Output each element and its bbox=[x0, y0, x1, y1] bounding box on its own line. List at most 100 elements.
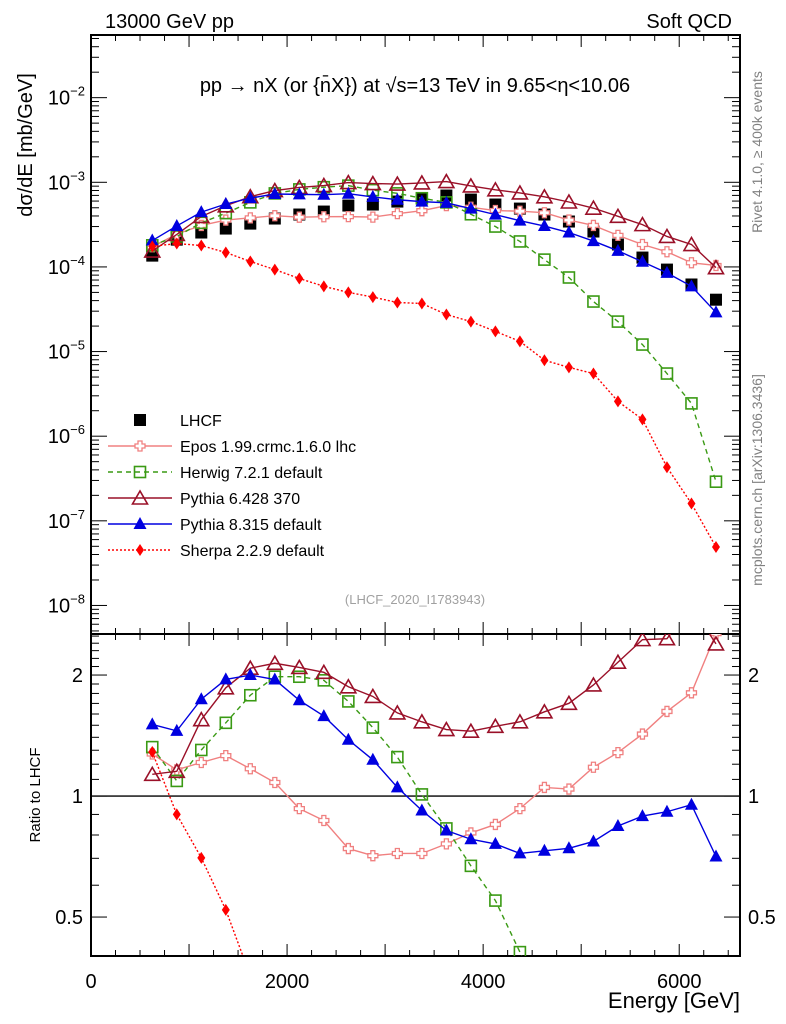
data-point-epos bbox=[636, 238, 649, 251]
ratio-point-pythia6 bbox=[290, 658, 309, 675]
data-point-pythia8 bbox=[317, 187, 331, 200]
ratio-point-sherpa bbox=[221, 903, 230, 916]
data-point-sherpa bbox=[172, 237, 181, 250]
ratio-point-pythia8 bbox=[562, 841, 576, 854]
data-point-pythia8 bbox=[219, 196, 233, 209]
legend-label: Pythia 6.428 370 bbox=[180, 491, 300, 508]
legend-item-4: Pythia 8.315 default bbox=[108, 517, 322, 534]
ratio-point-pythia6 bbox=[560, 694, 578, 711]
data-point-pythia8 bbox=[635, 254, 649, 267]
data-point-pythia6 bbox=[633, 216, 652, 232]
data-point-pythia8 bbox=[513, 213, 527, 226]
ratio-y-tick-label-right: 0.5 bbox=[748, 907, 776, 929]
ratio-point-pythia6 bbox=[388, 704, 407, 720]
data-point-pythia8 bbox=[341, 186, 355, 199]
data-point-sherpa bbox=[589, 367, 598, 380]
ratio-point-pythia8 bbox=[170, 723, 184, 736]
header-left: 13000 GeV pp bbox=[105, 11, 234, 33]
ratio-point-herwig bbox=[391, 750, 404, 764]
data-point-pythia6 bbox=[437, 172, 456, 189]
data-point-sherpa bbox=[466, 315, 475, 328]
ratio-point-pythia8 bbox=[243, 668, 257, 681]
data-point-epos bbox=[244, 212, 256, 224]
ratio-point-epos bbox=[612, 746, 624, 759]
ratio-point-pythia8 bbox=[268, 672, 282, 685]
ratio-point-epos bbox=[342, 842, 354, 855]
ratio-point-herwig bbox=[513, 945, 527, 956]
data-point-sherpa bbox=[515, 335, 524, 348]
data-point-pythia6 bbox=[584, 199, 603, 215]
data-point-pythia6 bbox=[682, 235, 701, 252]
ratio-point-pythia6 bbox=[511, 713, 529, 729]
legend-item-5: Sherpa 2.2.9 default bbox=[108, 543, 325, 560]
data-point-herwig bbox=[709, 475, 723, 488]
ratio-point-pythia6 bbox=[167, 762, 186, 779]
data-point-pythia8 bbox=[292, 187, 306, 200]
legend-marker bbox=[133, 517, 147, 529]
legend-label: Epos 1.99.crmc.1.6.0 lhc bbox=[180, 439, 356, 456]
ratio-point-herwig bbox=[219, 716, 233, 730]
legend-label: Herwig 7.2.1 default bbox=[180, 465, 323, 482]
ratio-point-sherpa bbox=[197, 851, 206, 864]
ratio-y-tick-label: 0.5 bbox=[55, 907, 83, 929]
ratio-point-pythia8 bbox=[611, 818, 625, 831]
y-tick-label: 10−3 bbox=[48, 168, 85, 194]
ratio-series-pythia6 bbox=[143, 634, 725, 782]
data-point-epos bbox=[269, 210, 281, 222]
side-label-mcplots: mcplots.cern.ch [arXiv:1306.3436] bbox=[749, 374, 765, 586]
ratio-line-epos bbox=[151, 634, 717, 857]
legend-marker bbox=[131, 489, 149, 505]
data-point-lhcf bbox=[464, 193, 477, 206]
data-point-epos bbox=[342, 210, 354, 223]
ratio-point-pythia8 bbox=[684, 797, 698, 810]
ratio-point-pythia6 bbox=[265, 654, 284, 671]
data-point-sherpa bbox=[711, 541, 720, 554]
ratio-y-tick-label: 1 bbox=[72, 786, 83, 808]
ratio-series-sherpa bbox=[148, 746, 254, 982]
ratio-point-epos bbox=[636, 728, 649, 740]
ratio-point-herwig bbox=[170, 774, 184, 788]
y-tick-label: 10−6 bbox=[48, 422, 85, 448]
data-point-sherpa bbox=[246, 255, 255, 268]
ratio-y-tick-label-right: 2 bbox=[748, 665, 759, 687]
ratio-line-pythia8 bbox=[152, 674, 717, 857]
ratio-point-herwig bbox=[539, 1005, 550, 1016]
ratio-series-pythia8 bbox=[145, 668, 723, 862]
ratio-point-sherpa bbox=[246, 970, 254, 982]
data-point-lhcf bbox=[489, 198, 502, 211]
data-point-lhcf bbox=[440, 189, 453, 202]
x-tick-label: 2000 bbox=[265, 971, 310, 993]
x-axis-label: Energy [GeV] bbox=[608, 988, 740, 1013]
data-point-pythia8 bbox=[268, 187, 282, 200]
ratio-point-pythia6 bbox=[609, 653, 627, 670]
ratio-point-epos bbox=[440, 838, 453, 850]
data-point-pythia6 bbox=[412, 174, 431, 190]
data-point-pythia8 bbox=[243, 191, 257, 204]
ratio-point-epos bbox=[318, 814, 330, 827]
ratio-point-pythia8 bbox=[219, 672, 233, 685]
ratio-point-epos bbox=[538, 781, 551, 794]
data-point-herwig bbox=[685, 397, 698, 410]
ratio-point-pythia6 bbox=[192, 711, 211, 727]
data-point-herwig bbox=[611, 315, 625, 328]
data-point-pythia8 bbox=[586, 234, 600, 247]
data-point-sherpa bbox=[295, 272, 304, 285]
data-point-herwig bbox=[587, 295, 600, 308]
analysis-watermark: (LHCF_2020_I1783943) bbox=[345, 592, 485, 607]
data-point-sherpa bbox=[687, 497, 696, 510]
ratio-point-pythia8 bbox=[513, 846, 527, 859]
data-point-pythia8 bbox=[439, 195, 453, 208]
data-point-pythia6 bbox=[560, 193, 578, 209]
legend-item-3: Pythia 6.428 370 bbox=[108, 489, 300, 508]
data-point-sherpa bbox=[442, 308, 451, 321]
data-point-pythia8 bbox=[145, 233, 159, 246]
data-point-lhcf bbox=[219, 222, 232, 235]
data-point-pythia8 bbox=[684, 279, 698, 292]
data-point-pythia6 bbox=[707, 259, 725, 275]
ratio-point-herwig bbox=[489, 894, 502, 907]
data-point-sherpa bbox=[270, 263, 279, 276]
ratio-point-herwig bbox=[342, 695, 355, 708]
legend-item-1: Epos 1.99.crmc.1.6.0 lhc bbox=[108, 439, 356, 456]
data-point-sherpa bbox=[662, 461, 671, 474]
ratio-point-epos bbox=[661, 705, 673, 718]
